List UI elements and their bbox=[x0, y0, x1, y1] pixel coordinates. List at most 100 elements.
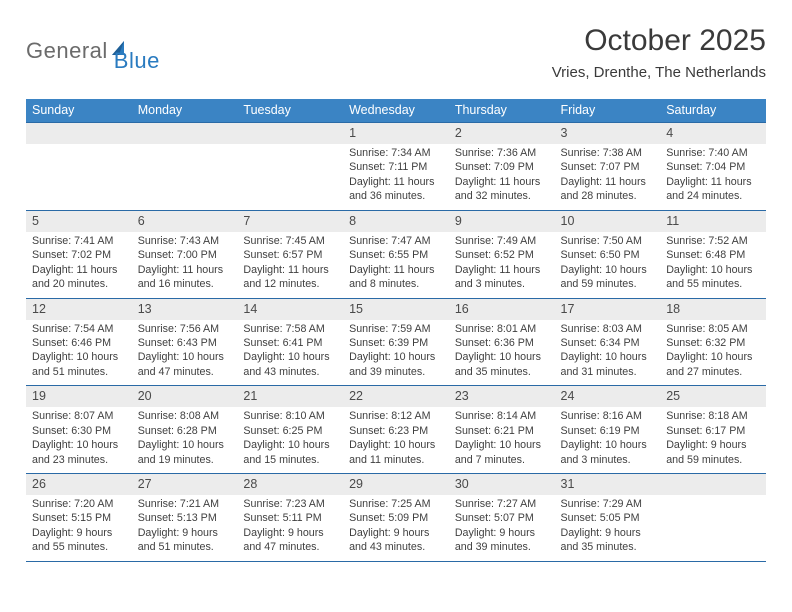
sunrise: Sunrise: 7:23 AM bbox=[243, 497, 337, 511]
day-info-cell: Sunrise: 8:07 AMSunset: 6:30 PMDaylight:… bbox=[26, 407, 132, 473]
day-number: 12 bbox=[26, 299, 132, 320]
sunrise: Sunrise: 7:49 AM bbox=[455, 234, 549, 248]
day-number-cell: 23 bbox=[449, 386, 555, 408]
daylight: Daylight: 10 hours and 59 minutes. bbox=[561, 263, 655, 292]
day-info-cell: Sunrise: 7:47 AMSunset: 6:55 PMDaylight:… bbox=[343, 232, 449, 298]
sunset: Sunset: 6:21 PM bbox=[455, 424, 549, 438]
sunset: Sunset: 7:04 PM bbox=[666, 160, 760, 174]
day-info: Sunrise: 7:27 AMSunset: 5:07 PMDaylight:… bbox=[449, 495, 555, 561]
day-info: Sunrise: 7:20 AMSunset: 5:15 PMDaylight:… bbox=[26, 495, 132, 561]
day-number: 23 bbox=[449, 386, 555, 407]
day-number-cell bbox=[132, 123, 238, 145]
day-number: 30 bbox=[449, 474, 555, 495]
weekday-header: Thursday bbox=[449, 99, 555, 123]
day-number: 17 bbox=[555, 299, 661, 320]
calendar-body: 1234 Sunrise: 7:34 AMSunset: 7:11 PMDayl… bbox=[26, 123, 766, 562]
day-info: Sunrise: 7:21 AMSunset: 5:13 PMDaylight:… bbox=[132, 495, 238, 561]
day-info: Sunrise: 8:14 AMSunset: 6:21 PMDaylight:… bbox=[449, 407, 555, 473]
sunset: Sunset: 5:13 PM bbox=[138, 511, 232, 525]
day-number: 28 bbox=[237, 474, 343, 495]
day-info: Sunrise: 7:52 AMSunset: 6:48 PMDaylight:… bbox=[660, 232, 766, 298]
day-number bbox=[660, 474, 766, 495]
day-info-cell bbox=[660, 495, 766, 561]
day-number: 29 bbox=[343, 474, 449, 495]
daylight: Daylight: 10 hours and 23 minutes. bbox=[32, 438, 126, 467]
sunrise: Sunrise: 7:47 AM bbox=[349, 234, 443, 248]
day-number-cell: 19 bbox=[26, 386, 132, 408]
day-info bbox=[660, 495, 766, 517]
day-number-cell: 17 bbox=[555, 298, 661, 320]
day-number bbox=[26, 123, 132, 144]
sunrise: Sunrise: 7:36 AM bbox=[455, 146, 549, 160]
day-number-cell: 16 bbox=[449, 298, 555, 320]
day-info-cell: Sunrise: 7:41 AMSunset: 7:02 PMDaylight:… bbox=[26, 232, 132, 298]
daylight: Daylight: 10 hours and 31 minutes. bbox=[561, 350, 655, 379]
weekday-header: Monday bbox=[132, 99, 238, 123]
day-info-cell: Sunrise: 7:23 AMSunset: 5:11 PMDaylight:… bbox=[237, 495, 343, 561]
sunset: Sunset: 6:50 PM bbox=[561, 248, 655, 262]
daylight: Daylight: 9 hours and 55 minutes. bbox=[32, 526, 126, 555]
sunset: Sunset: 5:15 PM bbox=[32, 511, 126, 525]
sunrise: Sunrise: 8:03 AM bbox=[561, 322, 655, 336]
day-number: 27 bbox=[132, 474, 238, 495]
day-info: Sunrise: 8:01 AMSunset: 6:36 PMDaylight:… bbox=[449, 320, 555, 386]
header: General Blue October 2025 Vries, Drenthe… bbox=[26, 24, 766, 81]
sunrise: Sunrise: 7:54 AM bbox=[32, 322, 126, 336]
daylight: Daylight: 10 hours and 19 minutes. bbox=[138, 438, 232, 467]
sunrise: Sunrise: 7:52 AM bbox=[666, 234, 760, 248]
day-info: Sunrise: 8:08 AMSunset: 6:28 PMDaylight:… bbox=[132, 407, 238, 473]
day-number-cell: 24 bbox=[555, 386, 661, 408]
sunrise: Sunrise: 7:34 AM bbox=[349, 146, 443, 160]
day-info: Sunrise: 7:56 AMSunset: 6:43 PMDaylight:… bbox=[132, 320, 238, 386]
day-number-cell: 11 bbox=[660, 210, 766, 232]
day-info: Sunrise: 7:43 AMSunset: 7:00 PMDaylight:… bbox=[132, 232, 238, 298]
daylight: Daylight: 11 hours and 24 minutes. bbox=[666, 175, 760, 204]
day-info-cell: Sunrise: 7:52 AMSunset: 6:48 PMDaylight:… bbox=[660, 232, 766, 298]
day-info-cell: Sunrise: 8:08 AMSunset: 6:28 PMDaylight:… bbox=[132, 407, 238, 473]
day-info: Sunrise: 7:58 AMSunset: 6:41 PMDaylight:… bbox=[237, 320, 343, 386]
logo-blue: Blue bbox=[114, 48, 160, 73]
day-info: Sunrise: 8:12 AMSunset: 6:23 PMDaylight:… bbox=[343, 407, 449, 473]
sunrise: Sunrise: 8:08 AM bbox=[138, 409, 232, 423]
day-number: 2 bbox=[449, 123, 555, 144]
day-info-cell bbox=[26, 144, 132, 210]
day-number-cell: 5 bbox=[26, 210, 132, 232]
sunset: Sunset: 7:07 PM bbox=[561, 160, 655, 174]
day-info-cell: Sunrise: 7:40 AMSunset: 7:04 PMDaylight:… bbox=[660, 144, 766, 210]
sunset: Sunset: 5:05 PM bbox=[561, 511, 655, 525]
sunset: Sunset: 6:30 PM bbox=[32, 424, 126, 438]
day-number: 20 bbox=[132, 386, 238, 407]
sunset: Sunset: 5:09 PM bbox=[349, 511, 443, 525]
daylight: Daylight: 10 hours and 51 minutes. bbox=[32, 350, 126, 379]
sunrise: Sunrise: 7:59 AM bbox=[349, 322, 443, 336]
sunrise: Sunrise: 7:40 AM bbox=[666, 146, 760, 160]
sunrise: Sunrise: 7:45 AM bbox=[243, 234, 337, 248]
day-info bbox=[132, 144, 238, 166]
day-number-cell: 2 bbox=[449, 123, 555, 145]
sunrise: Sunrise: 8:10 AM bbox=[243, 409, 337, 423]
sunrise: Sunrise: 7:27 AM bbox=[455, 497, 549, 511]
daylight: Daylight: 10 hours and 15 minutes. bbox=[243, 438, 337, 467]
sunset: Sunset: 6:39 PM bbox=[349, 336, 443, 350]
day-number-cell: 25 bbox=[660, 386, 766, 408]
day-number: 8 bbox=[343, 211, 449, 232]
day-number: 1 bbox=[343, 123, 449, 144]
daylight: Daylight: 11 hours and 12 minutes. bbox=[243, 263, 337, 292]
day-info-cell: Sunrise: 7:38 AMSunset: 7:07 PMDaylight:… bbox=[555, 144, 661, 210]
month-title: October 2025 bbox=[552, 24, 766, 58]
day-number: 18 bbox=[660, 299, 766, 320]
sunrise: Sunrise: 7:41 AM bbox=[32, 234, 126, 248]
day-number bbox=[132, 123, 238, 144]
daylight: Daylight: 11 hours and 36 minutes. bbox=[349, 175, 443, 204]
day-number-cell: 7 bbox=[237, 210, 343, 232]
daylight: Daylight: 9 hours and 43 minutes. bbox=[349, 526, 443, 555]
day-info-cell: Sunrise: 8:16 AMSunset: 6:19 PMDaylight:… bbox=[555, 407, 661, 473]
day-number: 9 bbox=[449, 211, 555, 232]
day-info: Sunrise: 8:16 AMSunset: 6:19 PMDaylight:… bbox=[555, 407, 661, 473]
sunrise: Sunrise: 8:12 AM bbox=[349, 409, 443, 423]
daylight: Daylight: 10 hours and 39 minutes. bbox=[349, 350, 443, 379]
day-info: Sunrise: 7:50 AMSunset: 6:50 PMDaylight:… bbox=[555, 232, 661, 298]
day-info-cell: Sunrise: 8:10 AMSunset: 6:25 PMDaylight:… bbox=[237, 407, 343, 473]
day-number: 5 bbox=[26, 211, 132, 232]
day-number-cell: 27 bbox=[132, 474, 238, 496]
